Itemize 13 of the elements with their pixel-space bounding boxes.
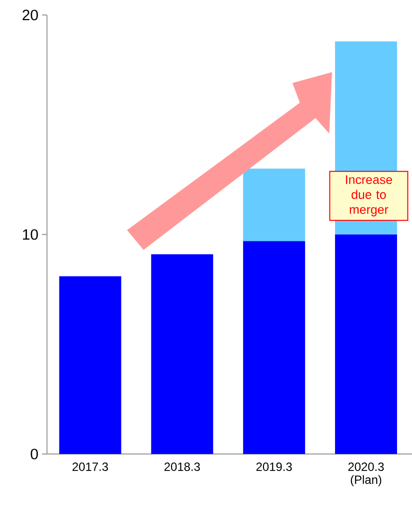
y-tick-label: 10	[23, 229, 38, 240]
y-tick-label: 0	[30, 448, 38, 460]
x-tick-label: 2019.3	[256, 462, 292, 471]
annotation: Increase due to merger	[346, 175, 392, 216]
x-tick-label: 2020.3 (Plan)	[348, 462, 384, 486]
bar	[243, 241, 306, 454]
bar	[151, 254, 214, 454]
bar	[243, 168, 306, 242]
x-tick-label: 2017.3	[72, 462, 108, 471]
bar	[335, 234, 398, 454]
bar	[59, 276, 122, 454]
y-tick-label: 20	[22, 10, 38, 20]
x-tick-label: 2018.3	[164, 462, 200, 471]
